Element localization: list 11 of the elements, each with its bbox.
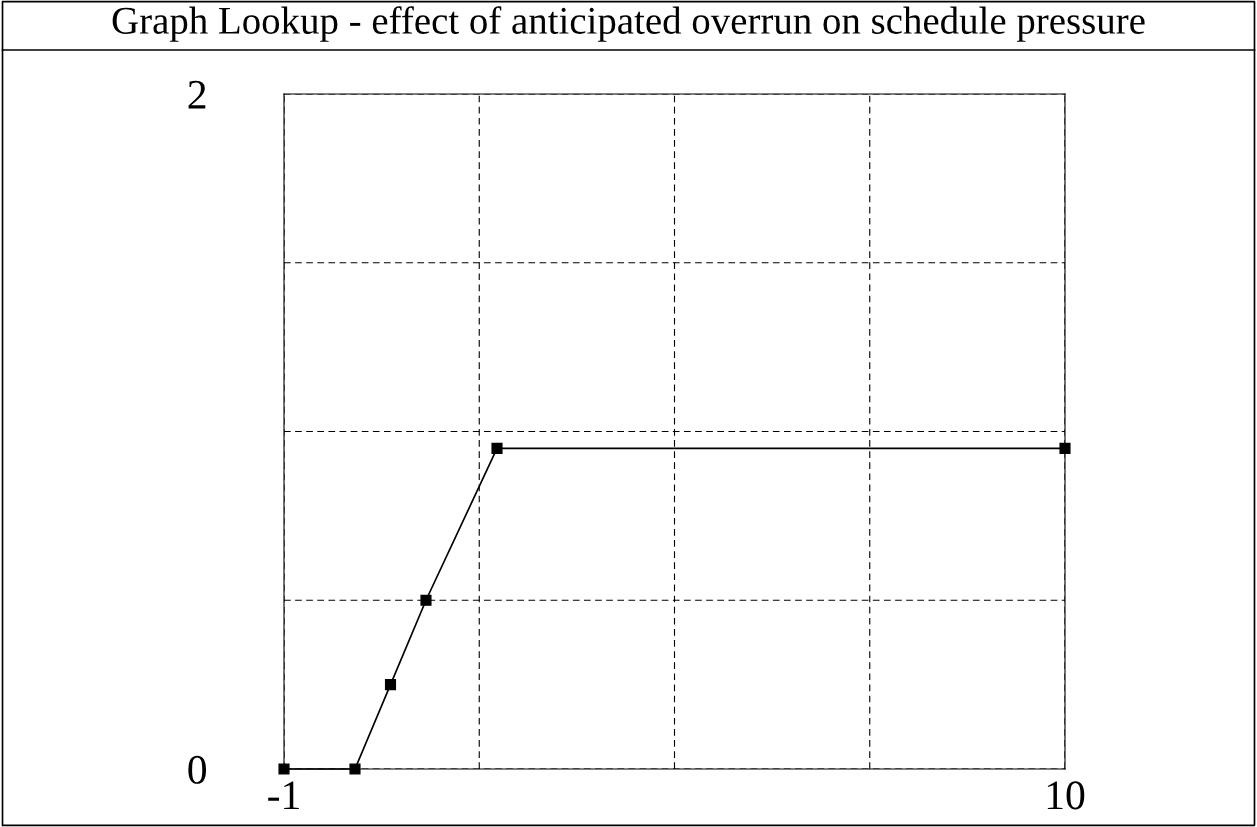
point: [420, 594, 432, 606]
x-tick-label: 10: [1047, 781, 1085, 810]
x-tick-label: -1: [268, 781, 299, 810]
y-tick-label: 0: [188, 755, 207, 784]
point: [491, 442, 503, 454]
point: [384, 679, 397, 691]
point: [278, 763, 290, 775]
chart-title: Graph Lookup - effect of anticipated overrun on schedule pressure: [112, 6, 1145, 42]
point: [1059, 442, 1071, 454]
point: [349, 763, 361, 775]
y-tick-label: 2: [188, 80, 206, 109]
